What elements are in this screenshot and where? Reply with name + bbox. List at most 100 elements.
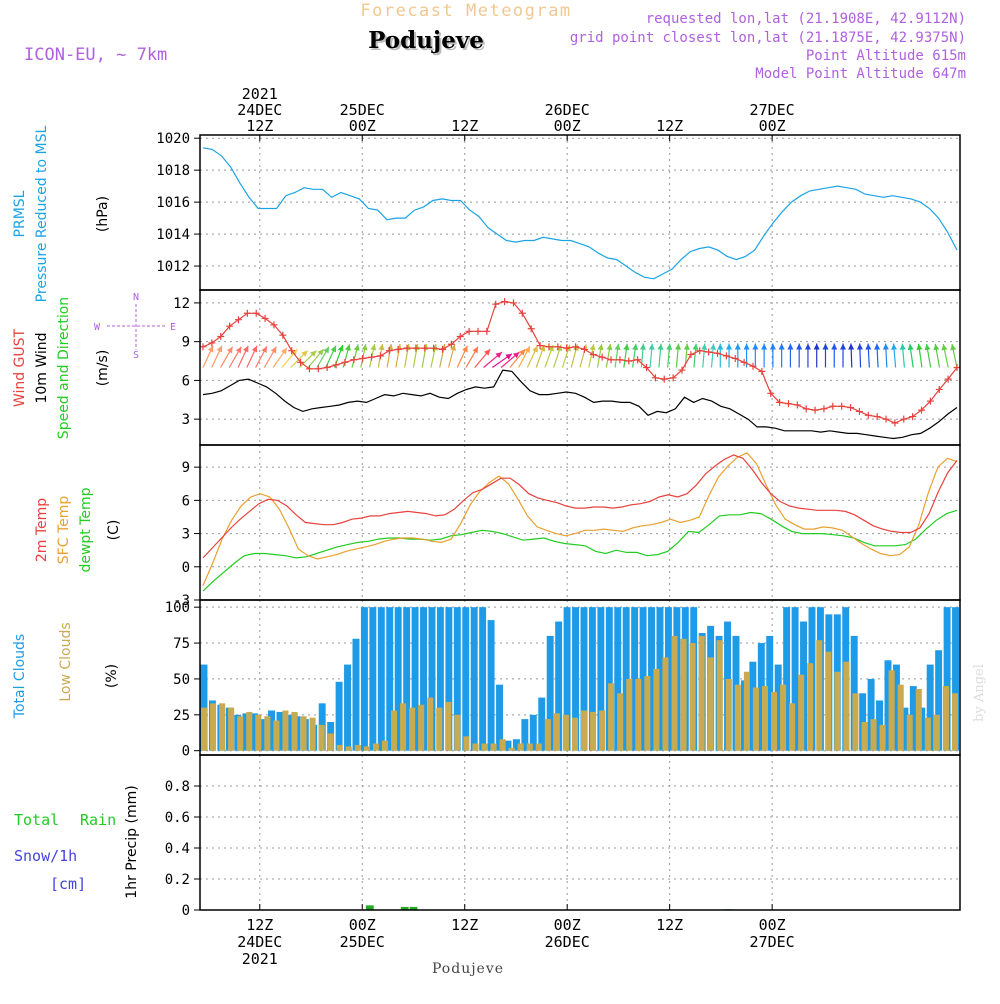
y-tick-label: 75 [173, 636, 190, 652]
wind-arrow-head [532, 345, 538, 353]
wind-arrow-head [472, 346, 479, 354]
gust-marker [456, 333, 464, 340]
pressure-unit: (hPa) [95, 196, 111, 232]
wind-arrow-head [606, 343, 613, 351]
total-cloud-bar [774, 664, 782, 751]
y-tick-label: 0 [182, 560, 190, 576]
bottom-time-label: 12Z [451, 916, 478, 934]
y-tick-label: 0.2 [165, 872, 190, 888]
wind-arrow-head [353, 344, 360, 351]
y-tick-label: 0.6 [165, 810, 190, 826]
low-cloud-bar [544, 719, 551, 751]
low-cloud-bar [318, 724, 325, 751]
gust-marker [838, 402, 846, 410]
low-cloud-bar [400, 703, 407, 751]
gust-marker [909, 413, 917, 421]
low-cloud-bar [345, 746, 352, 751]
gust-marker [447, 340, 455, 348]
forecast-title: Forecast Meteogram [360, 1, 571, 21]
gust-marker [598, 353, 606, 361]
wind-arrow-head [216, 345, 223, 353]
wind-arrow-head [899, 343, 906, 350]
gust-marker [873, 413, 881, 421]
y-tick-label: 100 [165, 600, 190, 616]
gust-marker [403, 344, 411, 352]
wind-arrow-head [743, 343, 750, 350]
low-cloud-bar [291, 711, 298, 751]
temp2m-line [202, 454, 958, 559]
gust-marker [678, 366, 686, 374]
wind-arrow-head [484, 349, 491, 356]
y-tick-label: 9 [182, 460, 190, 476]
low-cloud-bar [219, 703, 226, 751]
wind-arrow-head [804, 343, 811, 350]
gust-marker [376, 352, 384, 360]
low-cloud-bar [807, 663, 814, 751]
wind-arrow-head [831, 343, 838, 350]
total-cloud-bar [555, 621, 563, 751]
total-cloud-bar [386, 607, 394, 751]
low-cloud-bar [255, 714, 262, 751]
wind-arrow-head [370, 344, 377, 351]
model-label: ICON-EU, ~ 7km [24, 45, 167, 65]
low-cloud-bar [671, 635, 678, 751]
sfc-label: SFC Temp [56, 496, 72, 565]
gust-marker [847, 404, 855, 412]
low-cloud-bar [617, 693, 624, 751]
low-cloud-bar [228, 707, 235, 751]
gust-marker [882, 415, 890, 423]
wind-arrow-head [361, 344, 368, 351]
total-cloud-bar [563, 607, 571, 751]
precip-total-label: Total [14, 811, 59, 829]
gust-marker [651, 374, 659, 382]
temp-unit: (C) [106, 520, 122, 541]
gust-marker [474, 327, 482, 335]
precip-rain-label: Rain [80, 811, 116, 829]
gust-marker [740, 358, 748, 366]
gust-marker [820, 405, 828, 413]
top-time-label: 24DEC [237, 101, 282, 119]
wind-arrow-head [387, 343, 394, 351]
low-cloud-bar [761, 686, 768, 751]
gust-marker [669, 374, 677, 382]
wind-arrow-head [519, 349, 526, 356]
bottom-time-label: 2021 [242, 950, 278, 968]
gust-marker [243, 309, 251, 317]
low-cloud-bar [951, 693, 958, 751]
low-cloud-bar [363, 746, 370, 751]
panel-frame [199, 134, 961, 291]
gust-marker [527, 325, 535, 333]
low-cloud-bar [327, 733, 334, 751]
low-cloud-bar [309, 717, 316, 751]
wind-arrow-head [734, 343, 741, 350]
location-title: Podujeve [368, 27, 484, 54]
low-cloud-bar [526, 743, 533, 751]
low-cloud-bar [834, 671, 841, 751]
gust-marker [421, 344, 429, 352]
wind-unit: (m/s) [95, 350, 111, 387]
gust-marker [297, 358, 305, 366]
gust-marker [749, 362, 757, 370]
gust-marker [279, 331, 287, 339]
gust-marker [288, 347, 296, 355]
top-time-label: 00Z [554, 117, 581, 135]
gust-marker [261, 314, 269, 322]
wind-arrow-head [226, 346, 233, 354]
wind-arrow-head [692, 343, 699, 350]
low-cloud-bar [716, 640, 723, 751]
low-cloud-bar [517, 743, 524, 751]
gust-marker [252, 309, 260, 317]
wind-arrow-head [597, 343, 604, 351]
low-cloud-bar [825, 651, 832, 751]
top-time-label: 12Z [656, 117, 683, 135]
total-cloud-bar [783, 607, 791, 751]
wind-arrow-head [769, 343, 776, 350]
low-cloud-bar [264, 716, 271, 751]
wind-arrow-head [413, 343, 420, 351]
dewpt-label: dewpt Temp [78, 487, 94, 572]
compass-n: N [133, 292, 139, 303]
wind-arrow-head [317, 349, 324, 356]
y-tick-label: 12 [173, 296, 190, 312]
wind-arrow-head [495, 352, 502, 359]
